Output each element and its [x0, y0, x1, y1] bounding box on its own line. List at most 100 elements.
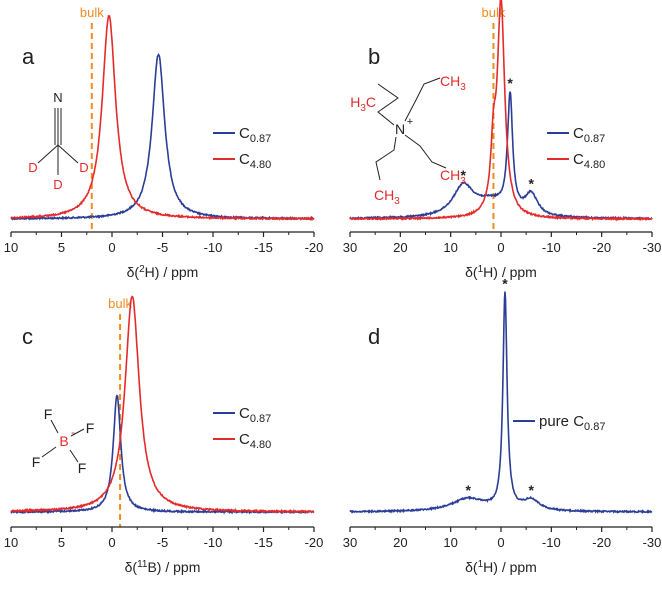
legend-label-sub: 0.87 [584, 421, 605, 433]
series-line-c480 [349, 0, 653, 222]
molecule-acetonitrile: N D D D [28, 90, 88, 192]
x-tick-label: -10 [542, 240, 561, 255]
methyl-label: CH3 [440, 167, 466, 187]
panel-letter: a [22, 44, 35, 69]
x-tick-label: -5 [157, 535, 169, 550]
asterisk-annotation: * [466, 482, 472, 498]
ch: CH [440, 167, 460, 183]
x-tick-label: -10 [542, 535, 561, 550]
atom-d: D [28, 160, 37, 175]
asterisk-annotation: * [528, 175, 534, 191]
x-axis-label-suffix: H) / ppm [145, 264, 199, 280]
asterisk-annotation: * [502, 276, 508, 292]
ch: CH [374, 187, 394, 203]
asterisk-annotation: * [528, 482, 534, 498]
x-axis-label-sup: 1 [478, 559, 484, 570]
ch: CH [440, 73, 460, 89]
legend-label-sub: 4.80 [250, 439, 271, 451]
legend-label-base: C [239, 125, 250, 142]
bond [57, 144, 79, 164]
atom-f: F [78, 460, 87, 476]
x-tick-label: 0 [497, 240, 504, 255]
molecule-tetrafluoroborate: B-FFF F [32, 406, 95, 476]
legend-label-base: C [239, 151, 250, 168]
methyl-label: H3C [350, 94, 376, 114]
x-tick-label: 20 [393, 535, 407, 550]
x-tick-label: 0 [108, 535, 115, 550]
legend-label-sub: 0.87 [584, 133, 605, 145]
butyl-chain [404, 134, 447, 169]
x-axis-label: δ(1H) / ppm [465, 264, 537, 280]
atom-d: D [79, 160, 88, 175]
x-axis-label-prefix: δ( [465, 264, 478, 280]
x-axis-label-prefix: δ( [127, 264, 140, 280]
series-line-c480 [10, 295, 315, 514]
butyl-chain [375, 136, 397, 181]
atom-f: F [32, 454, 41, 470]
x-tick-label: -30 [643, 240, 662, 255]
legend-label: C0.87 [573, 125, 605, 145]
bond [69, 449, 79, 463]
x-tick-label: 30 [343, 535, 357, 550]
x-tick-label: 10 [4, 535, 18, 550]
atom-n: N [395, 121, 405, 137]
bond [70, 428, 85, 437]
legend-label-base: C [573, 125, 584, 142]
bond [50, 419, 59, 434]
x-tick-label: -20 [305, 240, 324, 255]
x-tick-label: 20 [393, 240, 407, 255]
legend-label: C0.87 [239, 125, 271, 145]
x-tick-label: 30 [343, 240, 357, 255]
atom-d: D [53, 177, 62, 192]
legend-label: pure C0.87 [539, 413, 605, 433]
legend-label: C0.87 [239, 405, 271, 425]
butyl-chain [404, 77, 441, 122]
legend-label-sub: 0.87 [250, 133, 271, 145]
charge-minus: - [71, 425, 75, 439]
c: C [366, 94, 376, 110]
methyl-label: CH3 [440, 73, 466, 93]
x-axis-label-sup: 2 [139, 264, 145, 275]
legend-label-base: pure C [539, 413, 584, 430]
asterisk-annotation: * [461, 167, 467, 183]
bulk-label: bulk [80, 5, 104, 20]
x-tick-label: -15 [254, 240, 273, 255]
x-tick-label: -20 [592, 240, 611, 255]
legend-label-base: C [239, 431, 250, 448]
atom-f: F [86, 420, 95, 436]
panel-letter: c [22, 324, 33, 349]
x-axis-label-suffix: H) / ppm [483, 559, 537, 575]
series-line-c480 [10, 14, 315, 222]
x-axis-label-suffix: H) / ppm [483, 264, 537, 280]
x-tick-label: -10 [204, 535, 223, 550]
x-axis-label-sup: 11 [137, 559, 148, 570]
atom-b: B [59, 433, 68, 449]
atom-n: N [53, 90, 62, 105]
legend-label-sub: 4.80 [584, 159, 605, 171]
x-axis-label-prefix: δ( [125, 559, 138, 575]
x-tick-label: 10 [443, 535, 457, 550]
asterisk-annotation: * [507, 75, 513, 91]
h-sub: 3 [360, 103, 366, 114]
x-axis-label: δ(1H) / ppm [465, 559, 537, 575]
charge-plus: + [407, 116, 413, 128]
x-tick-label: -5 [157, 240, 169, 255]
atom-f: F [44, 406, 53, 422]
ch-sub: 3 [460, 82, 466, 93]
x-tick-label: -30 [643, 535, 662, 550]
bond [37, 144, 59, 164]
legend-label: C4.80 [573, 151, 605, 171]
x-tick-label: 0 [108, 240, 115, 255]
bond [41, 446, 57, 458]
x-tick-label: -15 [254, 535, 273, 550]
bulk-label: bulk [108, 296, 132, 311]
x-tick-label: 5 [58, 240, 65, 255]
x-axis-label-suffix: B) / ppm [147, 559, 200, 575]
panel-d: d * * * 30 20 10 0 -10 -20 -30 δ(1H) / ppm pure C0.8… [343, 276, 662, 575]
